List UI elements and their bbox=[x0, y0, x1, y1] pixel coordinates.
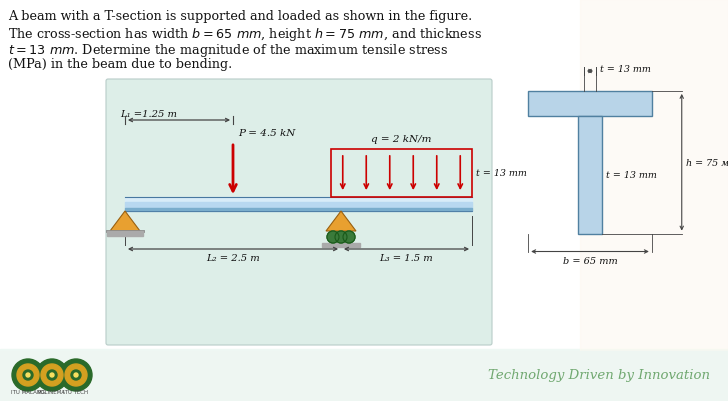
Polygon shape bbox=[326, 211, 356, 231]
Circle shape bbox=[12, 359, 44, 391]
Text: t = 13 mm: t = 13 mm bbox=[476, 169, 527, 178]
Circle shape bbox=[65, 364, 87, 386]
Circle shape bbox=[41, 364, 63, 386]
Circle shape bbox=[71, 370, 81, 380]
Circle shape bbox=[327, 231, 339, 243]
Bar bbox=[331, 150, 472, 198]
Bar bbox=[580, 0, 728, 401]
Circle shape bbox=[343, 231, 355, 243]
Text: Technology Driven by Innovation: Technology Driven by Innovation bbox=[488, 369, 710, 381]
Circle shape bbox=[60, 359, 92, 391]
Bar bbox=[125, 198, 472, 203]
Text: L₁ =1.25 m: L₁ =1.25 m bbox=[120, 110, 177, 119]
Text: t = 13 mm: t = 13 mm bbox=[606, 171, 657, 180]
Bar bbox=[529, 92, 652, 116]
Text: h = 75 ммм: h = 75 ммм bbox=[686, 158, 728, 167]
Text: A beam with a T-section is supported and loaded as shown in the figure.: A beam with a T-section is supported and… bbox=[8, 10, 472, 23]
Circle shape bbox=[17, 364, 39, 386]
Circle shape bbox=[47, 370, 57, 380]
Circle shape bbox=[74, 373, 78, 377]
Text: q = 2 kN/m: q = 2 kN/m bbox=[371, 135, 432, 144]
Text: $t = 13\ mm$. Determine the magnitude of the maximum tensile stress: $t = 13\ mm$. Determine the magnitude of… bbox=[8, 42, 448, 59]
Text: P = 4.5 kN: P = 4.5 kN bbox=[238, 129, 296, 138]
Circle shape bbox=[36, 359, 68, 391]
Bar bbox=[322, 243, 360, 247]
Text: L₂ = 2.5 m: L₂ = 2.5 m bbox=[206, 253, 260, 262]
Circle shape bbox=[23, 370, 33, 380]
Text: POLINEMA: POLINEMA bbox=[38, 389, 66, 394]
Text: (MPa) in the beam due to bending.: (MPa) in the beam due to bending. bbox=[8, 58, 232, 71]
Bar bbox=[0, 349, 728, 401]
Bar bbox=[577, 116, 602, 234]
Circle shape bbox=[335, 231, 347, 243]
Circle shape bbox=[50, 373, 54, 377]
Polygon shape bbox=[110, 211, 140, 231]
Text: The cross-section has width $b = 65\ mm$, height $h = 75\ mm$, and thickness: The cross-section has width $b = 65\ mm$… bbox=[8, 26, 482, 43]
FancyBboxPatch shape bbox=[106, 80, 492, 345]
Text: ITU TECH: ITU TECH bbox=[63, 389, 89, 394]
Bar bbox=[125, 203, 472, 208]
Text: b = 65 mm: b = 65 mm bbox=[563, 256, 617, 265]
Text: t = 13 mm: t = 13 mm bbox=[600, 65, 651, 74]
Circle shape bbox=[26, 373, 30, 377]
Text: L₃ = 1.5 m: L₃ = 1.5 m bbox=[379, 253, 433, 262]
Bar bbox=[107, 231, 143, 237]
Bar bbox=[0, 351, 728, 401]
Bar bbox=[125, 208, 472, 211]
Text: ITU MALANG: ITU MALANG bbox=[11, 389, 45, 394]
